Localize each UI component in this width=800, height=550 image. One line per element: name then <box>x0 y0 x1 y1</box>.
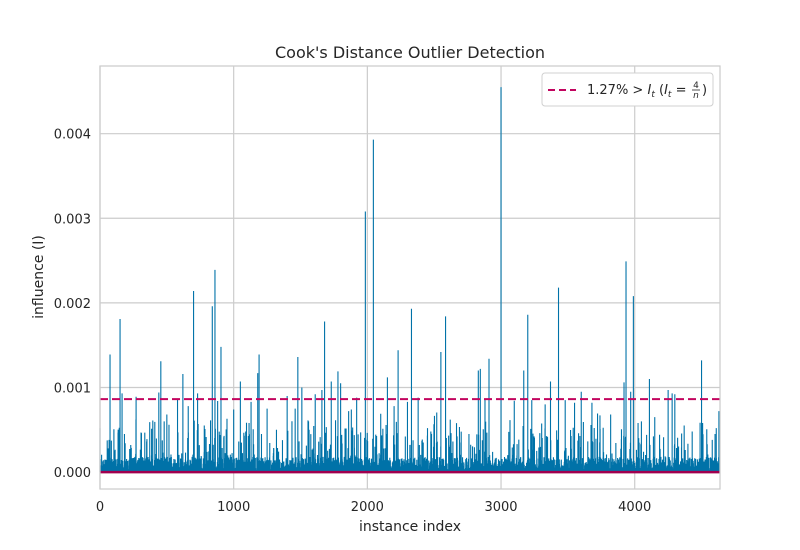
x-axis-ticks: 0 1000 2000 3000 4000 <box>96 500 651 515</box>
x-tick-label: 3000 <box>484 500 517 515</box>
legend-paren-close: ) <box>702 83 707 98</box>
x-axis-label: instance index <box>359 519 461 535</box>
y-axis-ticks: 0.000 0.001 0.002 0.003 0.004 <box>54 128 91 481</box>
legend-paren-open: ( <box>655 83 664 98</box>
legend-text-main: 1.27% > <box>587 83 647 98</box>
legend-frac-den: n <box>693 91 699 101</box>
legend-box <box>541 72 714 107</box>
x-tick-label: 0 <box>96 500 104 515</box>
legend-label: 1.27% > It (It = <box>587 83 686 100</box>
y-tick-label: 0.001 <box>54 381 91 396</box>
y-tick-label: 0.004 <box>54 128 91 143</box>
y-tick-label: 0.003 <box>54 212 91 227</box>
legend-subscript-t: t <box>651 90 655 100</box>
chart-title: Cook's Distance Outlier Detection <box>275 43 545 62</box>
y-axis-label: influence (I) <box>31 235 47 319</box>
plot-frame <box>99 65 721 490</box>
x-tick-label: 2000 <box>351 500 384 515</box>
legend-italic-i: I <box>647 83 651 98</box>
legend-subscript-t2: t <box>668 90 672 100</box>
legend: 1.27% > It (It = 4 n ) <box>541 72 714 107</box>
x-tick-label: 4000 <box>618 500 651 515</box>
plot-background <box>100 66 720 489</box>
legend-fraction: 4 n <box>692 81 700 101</box>
plot-area <box>99 65 721 490</box>
y-tick-label: 0.002 <box>54 297 91 312</box>
legend-italic-i2: I <box>664 83 668 98</box>
legend-equals: = <box>671 83 686 98</box>
y-tick-label: 0.000 <box>54 466 91 481</box>
x-tick-label: 1000 <box>217 500 250 515</box>
legend-frac-num: 4 <box>693 81 699 91</box>
